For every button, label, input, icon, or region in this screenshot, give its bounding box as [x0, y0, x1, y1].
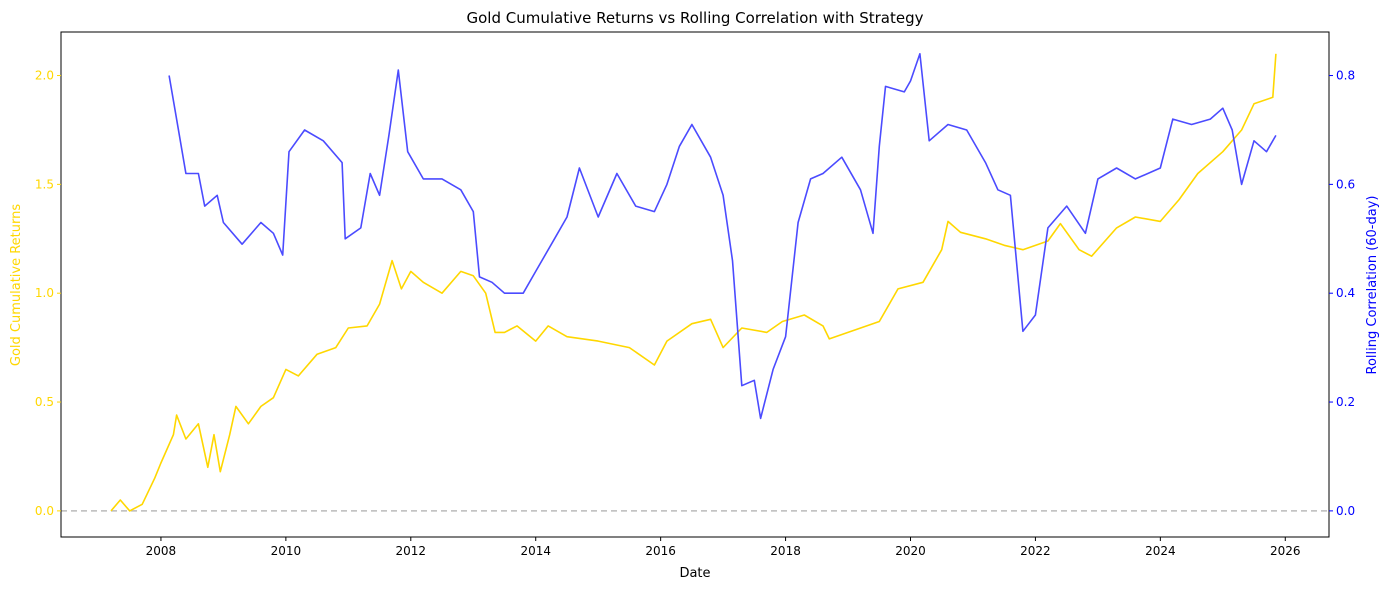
y-axis-label-right: Rolling Correlation (60-day) [1365, 196, 1380, 375]
y-axis-label-left: Gold Cumulative Returns [9, 204, 24, 366]
y-right-tick-label: 0.0 [1336, 504, 1355, 518]
x-tick-label: 2022 [1020, 544, 1051, 558]
x-axis-label: Date [679, 566, 710, 581]
rolling-correlation-line [168, 53, 1277, 420]
y-left-tick-label: 1.0 [35, 286, 54, 300]
x-tick-label: 2026 [1270, 544, 1301, 558]
y-left-tick-label: 0.0 [35, 504, 54, 518]
x-tick-label: 2014 [520, 544, 551, 558]
chart-title: Gold Cumulative Returns vs Rolling Corre… [466, 9, 923, 27]
y-right-tick-label: 0.4 [1336, 286, 1355, 300]
x-tick-label: 2024 [1145, 544, 1176, 558]
x-tick-label: 2012 [396, 544, 427, 558]
y-right-tick-label: 0.2 [1336, 395, 1355, 409]
gold-returns-line [110, 53, 1277, 512]
x-tick-label: 2008 [146, 544, 177, 558]
y-left-tick-label: 2.0 [35, 69, 54, 83]
y-left-tick-label: 0.5 [35, 395, 54, 409]
y-left-tick-label: 1.5 [35, 177, 54, 191]
plot-frame [60, 31, 1330, 538]
x-tick-label: 2016 [645, 544, 676, 558]
plot-area: 2008 2010 2012 2014 2016 2018 2020 2022 2024 2026… [35, 31, 1355, 558]
y-right-tick-label: 0.8 [1336, 69, 1355, 83]
x-tick-label: 2010 [271, 544, 302, 558]
x-tick-label: 2018 [770, 544, 801, 558]
x-tick-label: 2020 [895, 544, 926, 558]
y-right-tick-label: 0.6 [1336, 177, 1355, 191]
